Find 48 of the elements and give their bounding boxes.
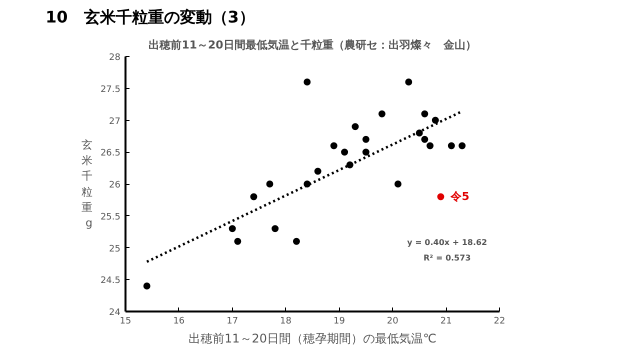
annotation: y = 0.40x + 18.62	[407, 238, 488, 248]
chart-subtitle: 出穂前11～20日間最低気温と千粒重（農研セ：出羽燦々 金山）	[148, 38, 476, 52]
annotation: R² = 0.573	[424, 253, 471, 262]
x-tick-label: 18	[280, 316, 292, 326]
point	[228, 225, 236, 232]
x-tick-label: 22	[494, 316, 506, 326]
y-tick-label: 26	[109, 180, 121, 190]
x-tick-label: 19	[333, 316, 346, 326]
point	[458, 142, 466, 150]
point	[421, 110, 428, 118]
point	[378, 110, 386, 118]
point	[432, 116, 439, 124]
point	[272, 225, 279, 232]
point	[362, 136, 370, 143]
point	[250, 193, 258, 200]
point	[143, 282, 150, 290]
y-tick-label: 25	[109, 244, 120, 254]
point	[352, 123, 359, 130]
x-tick-label: 21	[440, 316, 452, 326]
point	[448, 142, 455, 150]
x-tick-label: 15	[120, 316, 132, 326]
point	[394, 180, 402, 188]
y-tick-label: 27.5	[100, 84, 121, 95]
point	[314, 168, 322, 175]
point	[330, 142, 338, 150]
y-tick-label: 24	[109, 308, 121, 318]
y-axis-title: 玄米千粒重g	[81, 138, 92, 230]
point	[405, 78, 412, 86]
x-tick-label: 16	[173, 316, 185, 326]
point	[426, 142, 434, 150]
series-label: 令5	[450, 190, 470, 203]
point	[421, 136, 428, 143]
x-tick-label: 17	[226, 316, 238, 326]
point	[292, 238, 300, 245]
y-tick-label: 26.5	[100, 148, 121, 159]
point	[266, 180, 274, 188]
point	[341, 148, 348, 156]
y-tick-label: 24.5	[100, 276, 121, 286]
y-tick-label: 28	[109, 53, 121, 63]
chart-title: 10 玄米千粒重の変動（3）	[46, 8, 255, 26]
x-axis-title: 出穂前11～20日間（穂孕期間）の最低気温℃	[188, 332, 437, 346]
point	[437, 193, 444, 200]
y-tick-label: 25.5	[100, 212, 121, 222]
point	[304, 78, 311, 86]
point	[234, 238, 242, 245]
point	[362, 148, 370, 156]
x-tick-label: 20	[386, 316, 399, 326]
y-tick-label: 27	[109, 116, 120, 127]
